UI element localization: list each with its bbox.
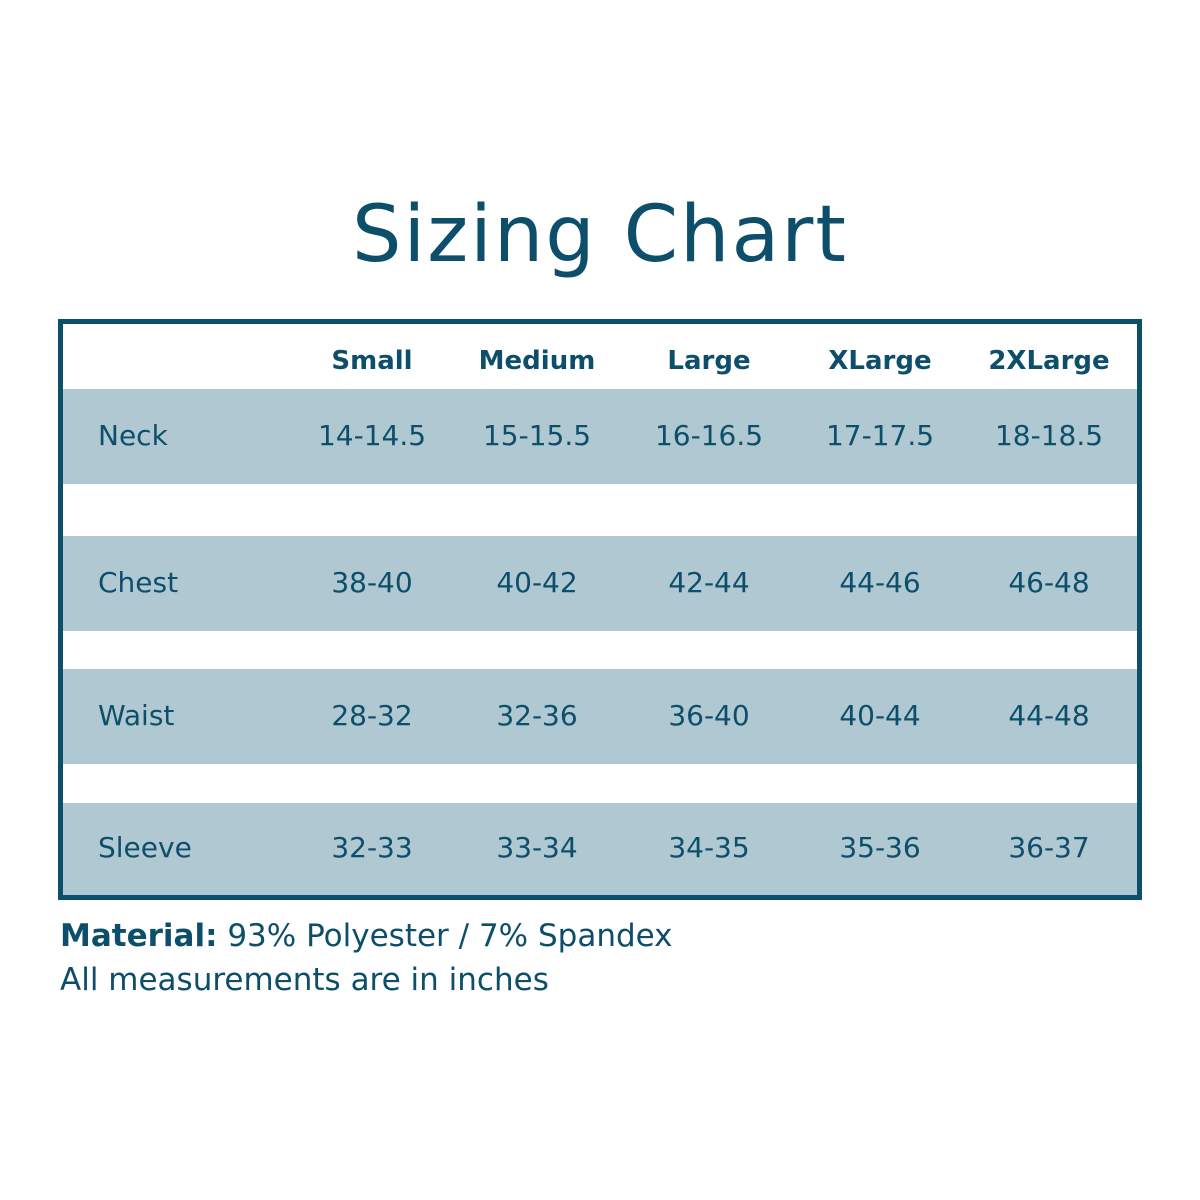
row-label: Chest: [98, 566, 179, 599]
column-header: Large: [667, 346, 751, 376]
measurement-note: All measurements are in inches: [60, 962, 549, 998]
table-cell: 44-46: [839, 566, 921, 599]
row-label: Waist: [98, 699, 175, 732]
table-cell: 36-40: [668, 699, 750, 732]
page-title: Sizing Chart: [352, 190, 848, 280]
table-cell: 18-18.5: [994, 419, 1104, 452]
table-cell: 34-35: [668, 831, 750, 864]
row-label: Sleeve: [98, 831, 192, 864]
table-cell: 44-48: [1008, 699, 1090, 732]
table-cell: 33-34: [496, 831, 578, 864]
table-row: Sleeve 32-33 33-34 34-35 35-36 36-37: [63, 803, 1137, 895]
table-row: Chest 38-40 40-42 42-44 44-46 46-48: [63, 536, 1137, 631]
material-value: 93% Polyester / 7% Spandex: [227, 918, 673, 954]
table-cell: 42-44: [668, 566, 750, 599]
table-cell: 35-36: [839, 831, 921, 864]
table-cell: 46-48: [1008, 566, 1090, 599]
material-line: Material: 93% Polyester / 7% Spandex: [60, 918, 673, 954]
table-cell: 28-32: [331, 699, 413, 732]
table-cell: 38-40: [331, 566, 413, 599]
row-label: Neck: [98, 419, 168, 452]
table-cell: 15-15.5: [482, 419, 592, 452]
table-cell: 40-42: [496, 566, 578, 599]
material-label: Material:: [60, 918, 218, 954]
table-cell: 16-16.5: [654, 419, 764, 452]
column-header: 2XLarge: [988, 346, 1110, 376]
table-cell: 14-14.5: [317, 419, 427, 452]
table-cell: 32-33: [331, 831, 413, 864]
table-cell: 36-37: [1008, 831, 1090, 864]
table-row: Neck 14-14.5 15-15.5 16-16.5 17-17.5 18-18.5: [63, 389, 1137, 484]
table-cell: 32-36: [496, 699, 578, 732]
table-row: Waist 28-32 32-36 36-40 40-44 44-48: [63, 669, 1137, 764]
sizing-table: Small Medium Large XLarge 2XLarge Neck 14-14.5…: [58, 319, 1142, 900]
table-cell: 40-44: [839, 699, 921, 732]
table-cell: 17-17.5: [825, 419, 935, 452]
column-header: XLarge: [828, 346, 932, 376]
column-header: Small: [331, 346, 413, 376]
column-header: Medium: [478, 346, 596, 376]
